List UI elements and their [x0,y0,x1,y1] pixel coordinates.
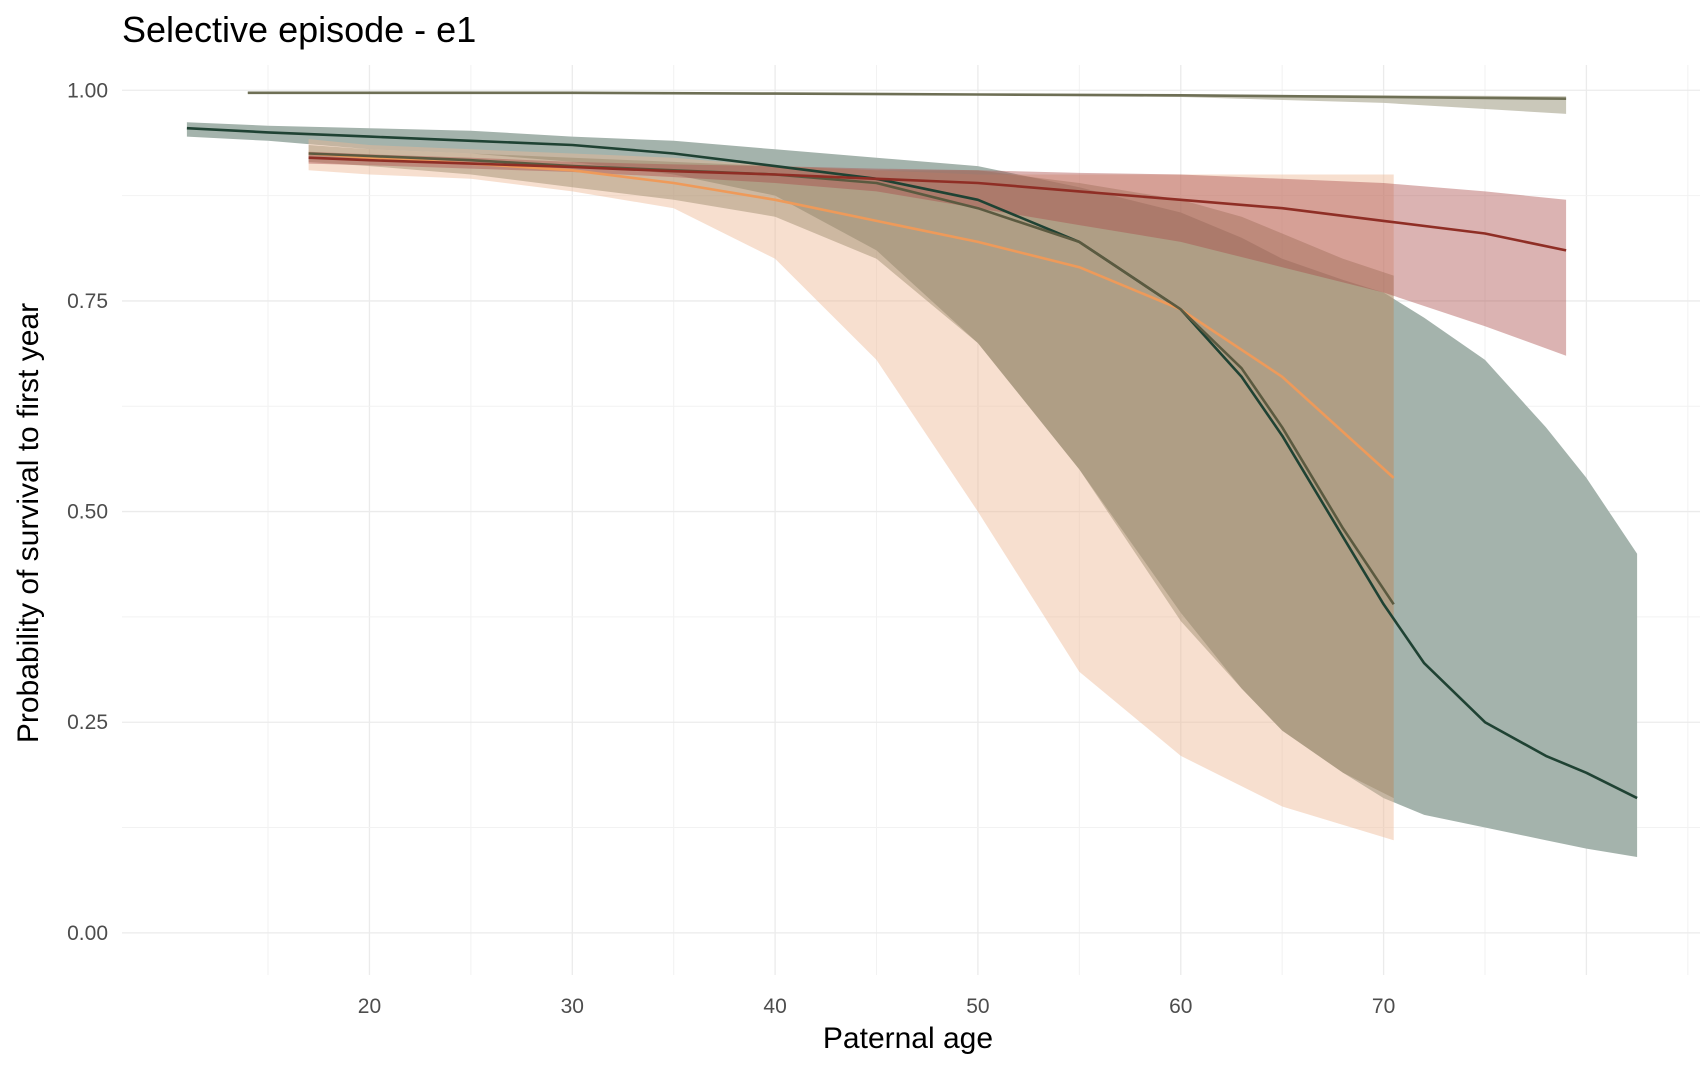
x-tick-label: 20 [358,995,381,1018]
x-tick-label: 70 [1372,995,1395,1018]
series-line-3 [308,152,1395,606]
y-tick-label: 0.75 [67,290,108,313]
confidence-ribbons [186,92,1638,858]
y-tick-label: 0.25 [67,711,108,734]
x-tick-label: 30 [561,995,584,1018]
x-tick-label: 50 [966,995,989,1018]
series-line-4 [308,156,1567,252]
confidence-band-4 [308,151,1567,356]
y-axis-title: Probability of survival to first year [12,303,45,743]
confidence-band-5 [247,92,1567,114]
confidence-band-3 [308,145,1394,799]
y-tick-label: 0.50 [67,501,108,524]
confidence-band-2 [308,139,1394,841]
confidence-band-1 [186,122,1638,858]
x-tick-label: 60 [1169,995,1192,1018]
y-tick-label: 0.00 [67,922,108,945]
x-axis-title: Paternal age [823,1022,993,1055]
series-lines [186,91,1638,800]
y-tick-label: 1.00 [67,79,108,102]
chart-title: Selective episode - e1 [122,9,476,50]
x-tick-label: 40 [763,995,786,1018]
tick-labels: 20 30 40 50 60 70 0.00 0.25 0.50 0.75 1.00 [67,79,1395,1018]
series-line-5 [247,91,1567,100]
